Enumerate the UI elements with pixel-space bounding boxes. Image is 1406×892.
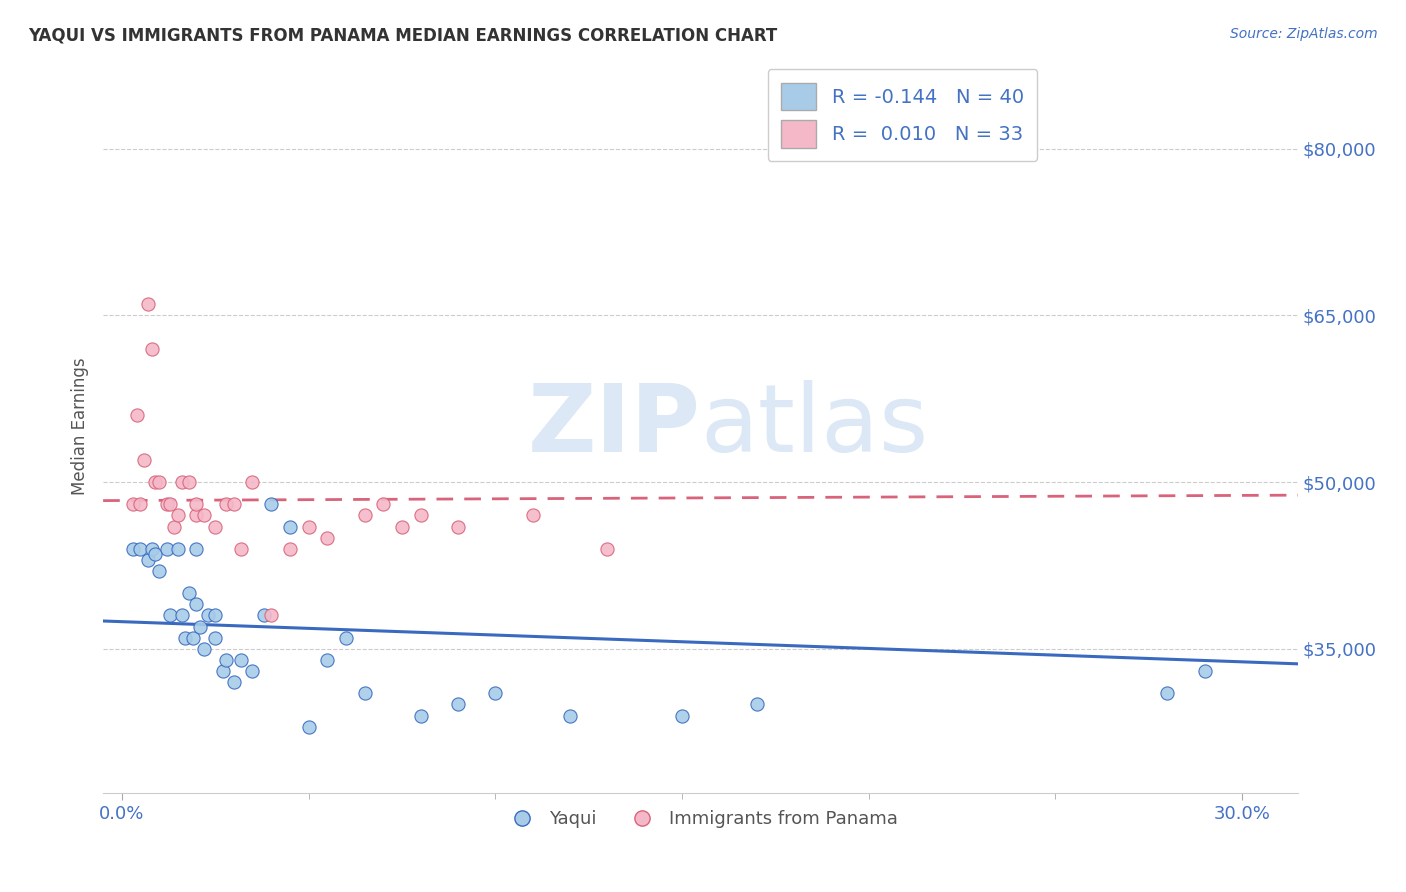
- Point: [155, 541, 177, 556]
- Point: [297, 720, 319, 734]
- Point: [141, 342, 163, 356]
- Point: [242, 664, 264, 678]
- Point: [1156, 686, 1178, 700]
- Point: [129, 497, 152, 511]
- Point: [373, 497, 395, 511]
- Point: [211, 664, 233, 678]
- Point: [522, 508, 544, 523]
- Point: [186, 508, 208, 523]
- Point: [335, 631, 357, 645]
- Point: [297, 519, 319, 533]
- Point: [447, 519, 470, 533]
- Point: [215, 653, 238, 667]
- Point: [316, 653, 339, 667]
- Point: [745, 698, 768, 712]
- Point: [122, 497, 145, 511]
- Point: [141, 541, 163, 556]
- Point: [145, 475, 167, 489]
- Point: [181, 631, 204, 645]
- Point: [204, 608, 226, 623]
- Point: [134, 453, 156, 467]
- Point: [166, 508, 188, 523]
- Point: [129, 541, 152, 556]
- Point: [353, 508, 375, 523]
- Point: [159, 608, 181, 623]
- Point: [447, 698, 470, 712]
- Point: [148, 564, 170, 578]
- Point: [231, 541, 253, 556]
- Point: [278, 519, 301, 533]
- Point: [136, 553, 159, 567]
- Point: [193, 508, 215, 523]
- Point: [215, 497, 238, 511]
- Y-axis label: Median Earnings: Median Earnings: [72, 358, 89, 495]
- Point: [136, 297, 159, 311]
- Point: [278, 541, 301, 556]
- Point: [186, 598, 208, 612]
- Point: [166, 541, 188, 556]
- Point: [596, 541, 619, 556]
- Point: [242, 475, 264, 489]
- Point: [188, 619, 211, 633]
- Point: [186, 497, 208, 511]
- Point: [204, 519, 226, 533]
- Point: [122, 541, 145, 556]
- Text: atlas: atlas: [700, 381, 929, 473]
- Point: [260, 497, 283, 511]
- Point: [231, 653, 253, 667]
- Point: [155, 497, 177, 511]
- Point: [177, 586, 200, 600]
- Point: [170, 475, 193, 489]
- Point: [148, 475, 170, 489]
- Point: [197, 608, 219, 623]
- Point: [186, 541, 208, 556]
- Point: [204, 631, 226, 645]
- Point: [193, 641, 215, 656]
- Point: [409, 508, 432, 523]
- Point: [260, 608, 283, 623]
- Point: [159, 497, 181, 511]
- Point: [391, 519, 413, 533]
- Point: [558, 708, 581, 723]
- Point: [177, 475, 200, 489]
- Point: [125, 409, 148, 423]
- Point: [222, 497, 245, 511]
- Point: [174, 631, 197, 645]
- Point: [316, 531, 339, 545]
- Point: [145, 547, 167, 561]
- Point: [671, 708, 693, 723]
- Point: [484, 686, 506, 700]
- Point: [409, 708, 432, 723]
- Text: Source: ZipAtlas.com: Source: ZipAtlas.com: [1230, 27, 1378, 41]
- Point: [222, 675, 245, 690]
- Point: [170, 608, 193, 623]
- Text: YAQUI VS IMMIGRANTS FROM PANAMA MEDIAN EARNINGS CORRELATION CHART: YAQUI VS IMMIGRANTS FROM PANAMA MEDIAN E…: [28, 27, 778, 45]
- Point: [353, 686, 375, 700]
- Legend: Yaqui, Immigrants from Panama: Yaqui, Immigrants from Panama: [496, 803, 904, 836]
- Point: [253, 608, 276, 623]
- Point: [1194, 664, 1216, 678]
- Point: [163, 519, 186, 533]
- Text: ZIP: ZIP: [527, 381, 700, 473]
